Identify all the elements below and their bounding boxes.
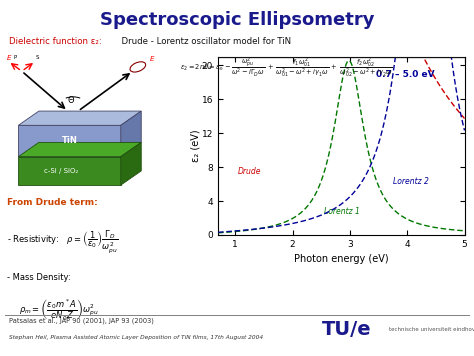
Text: $\rho_m = \left(\dfrac{\varepsilon_0 m^* A}{e N_0 Z}\right)\omega_{pu}^2$: $\rho_m = \left(\dfrac{\varepsilon_0 m^*…	[19, 298, 99, 323]
Text: E: E	[150, 56, 154, 62]
Text: Drude: Drude	[238, 167, 262, 176]
Text: 0.7 – 5.0 eV: 0.7 – 5.0 eV	[376, 70, 434, 79]
Text: E: E	[7, 55, 11, 61]
Text: TU/e: TU/e	[322, 320, 372, 339]
Text: Patsalas et al., JAP 90 (2001), JAP 93 (2003): Patsalas et al., JAP 90 (2001), JAP 93 (…	[9, 318, 155, 324]
Text: Lorentz 1: Lorentz 1	[324, 207, 360, 216]
Text: P: P	[13, 55, 17, 60]
Text: c-Si / SiO₂: c-Si / SiO₂	[44, 168, 78, 174]
Polygon shape	[18, 157, 121, 185]
Polygon shape	[18, 142, 141, 157]
Text: TiN: TiN	[62, 136, 78, 146]
Text: $\varepsilon_2 = 2nk = \varepsilon_\infty - \dfrac{\omega_{pu}^2}{\omega^2 - i\G: $\varepsilon_2 = 2nk = \varepsilon_\inft…	[180, 55, 393, 79]
Text: - Mass Density:: - Mass Density:	[7, 273, 70, 282]
Polygon shape	[18, 125, 121, 157]
Polygon shape	[121, 111, 141, 157]
Text: S: S	[36, 55, 39, 60]
Text: Drude - Lorentz oscillator model for TiN: Drude - Lorentz oscillator model for TiN	[116, 37, 291, 46]
Text: Stephan Heil, Plasma Assisted Atomic Layer Deposition of TiN films, 17th August : Stephan Heil, Plasma Assisted Atomic Lay…	[9, 335, 264, 340]
Text: Dielectric function ε₂:: Dielectric function ε₂:	[9, 37, 102, 46]
Text: Lorentz 2: Lorentz 2	[393, 177, 429, 186]
Text: Θ: Θ	[68, 95, 74, 105]
Text: - Resistivity:   $\rho = \left(\dfrac{1}{\varepsilon_0}\right)\dfrac{\Gamma_D}{\: - Resistivity: $\rho = \left(\dfrac{1}{\…	[7, 228, 118, 255]
Text: From Drude term:: From Drude term:	[7, 198, 97, 207]
Text: Spectroscopic Ellipsometry: Spectroscopic Ellipsometry	[100, 11, 374, 29]
Polygon shape	[18, 111, 141, 125]
X-axis label: Photon energy (eV): Photon energy (eV)	[294, 255, 389, 265]
Text: technische universiteit eindhoven: technische universiteit eindhoven	[389, 327, 474, 332]
Polygon shape	[121, 142, 141, 185]
Y-axis label: ε₂ (eV): ε₂ (eV)	[190, 130, 201, 162]
